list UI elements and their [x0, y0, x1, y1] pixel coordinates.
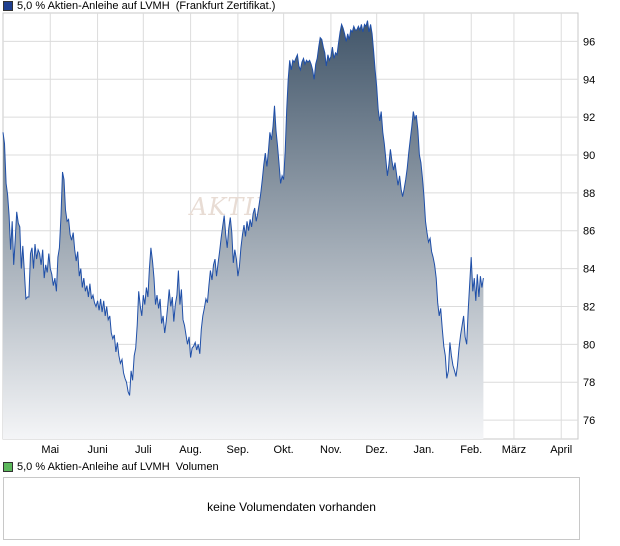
y-tick-label: 88: [583, 188, 595, 200]
x-tick-label: März: [502, 444, 526, 456]
x-tick-label: Nov.: [320, 444, 342, 456]
volume-empty-message: keine Volumendaten vorhanden: [207, 500, 376, 514]
y-tick-label: 80: [583, 339, 595, 351]
x-tick-label: Aug.: [179, 444, 202, 456]
price-area: [3, 20, 484, 439]
volume-legend-label: 5,0 % Aktien-Anleihe auf LVMH Volumen: [17, 461, 219, 473]
x-tick-label: Juli: [135, 444, 152, 456]
x-tick-label: Okt.: [274, 444, 294, 456]
volume-legend-swatch: [3, 462, 13, 472]
volume-legend: 5,0 % Aktien-Anleihe auf LVMH Volumen: [3, 461, 219, 473]
x-tick-label: Mai: [41, 444, 59, 456]
price-legend-swatch: [3, 1, 13, 11]
x-tick-label: April: [550, 444, 572, 456]
y-tick-label: 94: [583, 74, 595, 86]
y-tick-label: 76: [583, 415, 595, 427]
volume-panel: keine Volumendaten vorhanden: [3, 477, 580, 540]
x-axis: Mai Juni Juli Aug. Sep. Okt. Nov. Dez. Jan. Feb. M…: [41, 444, 572, 456]
y-tick-label: 84: [583, 264, 595, 276]
x-tick-label: Sep.: [227, 444, 250, 456]
y-tick-label: 82: [583, 301, 595, 313]
x-tick-label: Dez.: [365, 444, 388, 456]
x-tick-label: Feb.: [460, 444, 482, 456]
y-tick-label: 78: [583, 377, 595, 389]
y-tick-label: 90: [583, 150, 595, 162]
y-tick-label: 96: [583, 36, 595, 48]
price-legend: 5,0 % Aktien-Anleihe auf LVMH (Frankfurt…: [3, 0, 275, 12]
y-tick-label: 86: [583, 226, 595, 238]
price-legend-label: 5,0 % Aktien-Anleihe auf LVMH (Frankfurt…: [17, 0, 276, 12]
y-axis: 76 78 80 82 84 86 88 90 92 94 96: [583, 36, 595, 427]
x-tick-label: Jan.: [414, 444, 435, 456]
x-tick-label: Juni: [87, 444, 107, 456]
y-tick-label: 92: [583, 112, 595, 124]
price-line: [2, 20, 484, 396]
